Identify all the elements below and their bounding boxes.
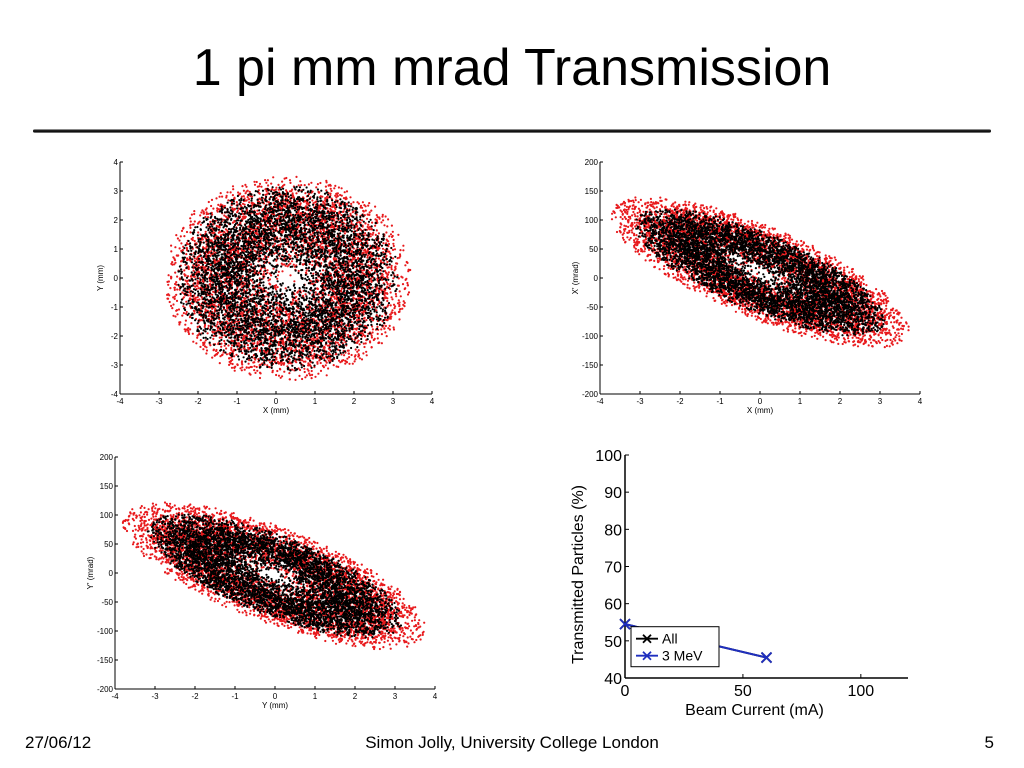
footer-author: Simon Jolly, University College London	[0, 733, 1024, 753]
x-axis-label: X (mm)	[263, 406, 290, 415]
y-tick-label: 50	[104, 540, 113, 549]
series-point	[642, 651, 652, 661]
x-tick-label: -3	[636, 397, 644, 406]
y-tick-label: -3	[111, 361, 119, 370]
y-tick-label: -1	[111, 303, 119, 312]
x-tick-label: 0	[274, 397, 279, 406]
x-tick-label: 1	[313, 397, 318, 406]
legend-label: 3 MeV	[662, 648, 703, 664]
y-tick-label: 0	[114, 274, 119, 283]
y-tick-label: 200	[585, 158, 599, 167]
x-tick-label: -3	[151, 692, 159, 701]
y-tick-label: 50	[604, 634, 622, 651]
x-tick-label: 2	[352, 397, 357, 406]
particles-all	[146, 513, 403, 639]
x-tick-label: 3	[393, 692, 398, 701]
y-tick-label: 0	[109, 569, 114, 578]
y-tick-label: -200	[582, 390, 599, 399]
x-tick-label: -4	[116, 397, 124, 406]
x-tick-label: -2	[676, 397, 684, 406]
y-tick-label: 40	[604, 671, 622, 688]
legend-label: All	[662, 631, 678, 647]
particles-all	[177, 185, 399, 372]
y-tick-label: 70	[604, 560, 622, 577]
y-tick-label: -150	[582, 361, 599, 370]
y-tick-label: 100	[595, 448, 622, 465]
y-tick-label: 100	[100, 511, 114, 520]
x-tick-label: 100	[847, 683, 874, 700]
title-divider	[33, 129, 991, 133]
y-tick-label: 0	[594, 274, 599, 283]
transmission-line-chart: 40 50 60 70 80 90 100 0 50 100 Beam Current (mA) Tr…	[570, 448, 908, 719]
x-tick-label: 0	[273, 692, 278, 701]
x-tick-label: -1	[231, 692, 239, 701]
y-tick-label: 150	[585, 187, 599, 196]
x-axis-label: Beam Current (mA)	[685, 702, 824, 719]
y-axis-label: Y (mm)	[96, 265, 105, 291]
x-tick-label: -2	[191, 692, 199, 701]
page-number: 5	[985, 733, 994, 753]
y-tick-label: 2	[114, 216, 119, 225]
y-tick-label: 150	[100, 482, 114, 491]
y-axis-label: X' (mrad)	[571, 261, 580, 294]
y-axis-label: Y' (mrad)	[86, 556, 95, 589]
series-point	[619, 618, 631, 630]
x-tick-label: -1	[233, 397, 241, 406]
x-tick-label: -3	[155, 397, 163, 406]
x-axis-label: X (mm)	[747, 406, 774, 415]
x-tick-label: 2	[353, 692, 358, 701]
x-tick-label: 3	[878, 397, 883, 406]
y-tick-label: 80	[604, 522, 622, 539]
x-tick-label: 50	[734, 683, 752, 700]
y-tick-label: 1	[114, 245, 119, 254]
x-tick-label: 4	[433, 692, 438, 701]
scatter-plot-y-yprime: -4 -3 -2 -1 0 1 2 3 4 -200 -150 -100 -50 0 50 100 150 200…	[86, 453, 438, 710]
y-tick-label: 3	[114, 187, 119, 196]
series-point	[760, 651, 773, 664]
x-tick-label: 0	[621, 683, 630, 700]
y-tick-label: -200	[97, 685, 114, 694]
y-tick-label: 200	[100, 453, 114, 462]
particles-all	[635, 208, 886, 337]
x-tick-label: 4	[918, 397, 923, 406]
y-tick-label: 60	[604, 597, 622, 614]
x-tick-label: 0	[758, 397, 763, 406]
x-axis-label: Y (mm)	[262, 701, 288, 710]
scatter-plot-x-y: -4 -3 -2 -1 0 1 2 3 4 -4 -3 -2 -1 0 1 2 3 4 X (mm) Y (mm)	[96, 158, 435, 415]
y-tick-label: -4	[111, 390, 119, 399]
legend-box	[630, 626, 720, 668]
series-point	[642, 634, 652, 644]
x-tick-label: 3	[391, 397, 396, 406]
scatter-plot-x-xprime: -4 -3 -2 -1 0 1 2 3 4 -200 -150 -100 -50 0 50 100 150 200…	[571, 158, 923, 415]
y-tick-label: -50	[101, 598, 113, 607]
x-tick-label: -2	[194, 397, 202, 406]
y-tick-label: 90	[604, 485, 622, 502]
x-tick-label: 2	[838, 397, 843, 406]
y-tick-label: 100	[585, 216, 599, 225]
x-tick-label: 1	[313, 692, 318, 701]
y-axis-label: Transmitted Particles (%)	[570, 485, 587, 664]
x-tick-label: 4	[430, 397, 435, 406]
y-tick-label: 4	[114, 158, 119, 167]
y-tick-label: -50	[586, 303, 598, 312]
x-tick-label: -4	[596, 397, 604, 406]
x-tick-label: 1	[798, 397, 803, 406]
y-tick-label: -100	[582, 332, 599, 341]
x-tick-label: -1	[716, 397, 724, 406]
y-tick-label: -2	[111, 332, 119, 341]
x-tick-label: -4	[111, 692, 119, 701]
y-tick-label: 50	[589, 245, 598, 254]
y-tick-label: -150	[97, 656, 114, 665]
y-tick-label: -100	[97, 627, 114, 636]
slide-title: 1 pi mm mrad Transmission	[0, 38, 1024, 98]
footer-date: 27/06/12	[25, 733, 91, 753]
